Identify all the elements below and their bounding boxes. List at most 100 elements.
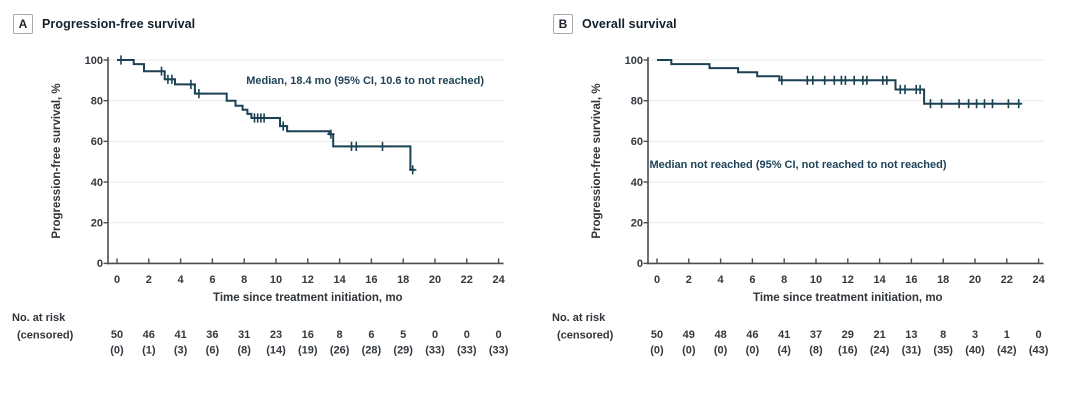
risk-censored-count: (33) [425,345,445,357]
censor-mark [938,99,946,109]
censor-mark [988,99,997,109]
panel-letter-badge: A [13,14,33,34]
risk-count: 1 [1004,329,1010,341]
risk-censored-count: (16) [838,345,858,357]
risk-count: 21 [873,329,885,341]
censor-mark [409,165,417,175]
censor-mark [117,55,125,65]
panel-a-header: A Progression-free survival [13,14,195,34]
risk-count: 49 [683,329,695,341]
censor-mark [327,129,335,139]
y-axis-title: Progression-free survival, % [591,83,603,238]
panel-letter-badge: B [553,14,573,34]
censor-mark [901,84,909,95]
risk-censored-count: (0) [650,345,664,357]
risk-count: 29 [842,329,854,341]
censor-mark [260,113,268,123]
risk-count: 6 [368,329,374,341]
risk-count: 16 [302,329,314,341]
panel-b-header: B Overall survival [553,14,677,34]
risk-censored-count: (0) [682,345,696,357]
x-tick-label: 18 [937,274,949,286]
risk-censored-count: (33) [457,345,477,357]
x-tick-label: 24 [492,274,505,286]
risk-count: 48 [714,329,726,341]
x-tick-label: 0 [114,274,120,286]
risk-censored-count: (0) [110,345,124,357]
y-tick-label: 100 [625,55,643,67]
x-tick-label: 14 [873,274,886,286]
risk-censored-count: (42) [997,345,1017,357]
panel-a: A Progression-free survival 0 20 40 60 80 100… [12,14,509,357]
y-tick-label: 20 [631,218,643,230]
risk-count: 50 [651,329,663,341]
censor-mark [980,99,989,109]
y-tick-label: 60 [91,136,103,148]
censor-mark [863,75,871,85]
x-tick-label: 22 [1001,274,1013,286]
censor-mark [883,75,891,85]
risk-censored-count: (8) [809,345,823,357]
risk-censored-count: (29) [393,345,413,357]
x-tick-label: 20 [969,274,981,286]
censor-mark [850,75,858,85]
censor-mark [926,99,935,109]
risk-count: 41 [778,329,790,341]
x-tick-label: 16 [905,274,917,286]
censor-mark [168,74,176,84]
censor-mark [809,75,817,85]
risk-censored-count: (33) [489,345,509,357]
censor-mark [279,121,287,131]
censor-mark [1004,99,1012,109]
x-tick-label: 24 [1032,274,1045,286]
y-tick-label: 40 [91,177,103,189]
median-annotation: Median, 18.4 mo (95% CI, 10.6 to not rea… [246,75,484,87]
censor-mark [157,66,166,76]
risk-count: 0 [432,329,438,341]
censor-mark [841,75,849,85]
risk-censored-count: (28) [362,345,382,357]
y-tick-label: 60 [631,136,643,148]
x-axis-title: Time since treatment initiation, mo [753,292,943,304]
no-at-risk-label: No. at risk [552,312,606,324]
risk-count: 37 [810,329,822,341]
y-tick-label: 80 [91,95,103,107]
y-axis-title: Progression-free survival, % [51,83,63,238]
risk-censored-count: (31) [902,345,922,357]
x-tick-label: 14 [333,274,346,286]
x-tick-label: 8 [781,274,787,286]
risk-censored-count: (4) [777,345,791,357]
y-tick-label: 0 [637,258,643,270]
y-tick-label: 20 [91,218,103,230]
x-tick-label: 6 [209,274,215,286]
censor-mark [187,79,195,89]
risk-count: 0 [464,329,470,341]
risk-censored-count: (14) [266,345,286,357]
censor-mark [973,99,981,109]
risk-count: 41 [174,329,186,341]
risk-count: 13 [905,329,917,341]
risk-censored-count: (43) [1029,345,1049,357]
x-tick-label: 4 [178,274,185,286]
risk-censored-count: (40) [965,345,985,357]
risk-count: 46 [143,329,155,341]
censor-mark [195,89,203,99]
risk-censored-count: (6) [206,345,220,357]
censor-mark [821,75,829,85]
censor-mark [352,141,360,151]
y-tick-label: 40 [631,177,643,189]
censor-mark [955,99,963,109]
km-curve [657,59,1022,105]
x-tick-label: 12 [302,274,314,286]
x-tick-label: 2 [686,274,692,286]
risk-count: 8 [940,329,946,341]
risk-count: 8 [337,329,343,341]
risk-count: 0 [1036,329,1042,341]
risk-count: 36 [206,329,218,341]
risk-count: 23 [270,329,282,341]
censor-mark [1015,99,1023,109]
censored-label: (censored) [17,330,74,342]
x-tick-label: 10 [810,274,822,286]
